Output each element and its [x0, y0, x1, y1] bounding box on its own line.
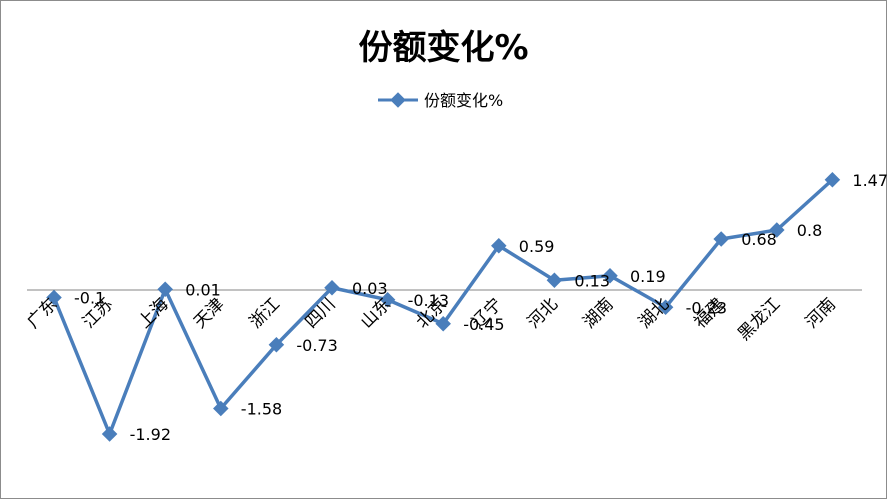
x-tick-label: 湖北 [635, 294, 673, 332]
data-label: -0.45 [463, 315, 504, 334]
data-label: 0.19 [630, 267, 666, 286]
data-point [101, 426, 118, 442]
data-point [824, 171, 841, 188]
data-label: 0.01 [185, 280, 221, 299]
data-label: -1.58 [241, 400, 282, 419]
data-label: 0.8 [797, 221, 822, 240]
legend-label: 份额变化% [424, 91, 503, 110]
x-tick-label: 河北 [524, 294, 562, 332]
data-label: -0.73 [296, 336, 337, 355]
x-tick-label: 湖南 [579, 294, 617, 332]
data-label: 0.59 [519, 237, 555, 256]
data-label: -0.23 [686, 298, 727, 317]
data-label: -0.1 [74, 289, 105, 308]
x-tick-label: 上海 [135, 294, 173, 332]
data-point [213, 400, 229, 417]
data-point [546, 272, 563, 289]
x-tick-label: 河南 [802, 294, 840, 332]
data-label: 1.47 [852, 171, 887, 190]
data-label: 0.13 [574, 271, 610, 290]
data-label: -1.92 [130, 425, 171, 444]
x-tick-label: 四川 [301, 294, 339, 332]
x-tick-label: 天津 [190, 294, 228, 332]
data-point [491, 237, 507, 254]
data-label: 0.03 [352, 279, 388, 298]
legend: 份额变化% [378, 91, 503, 110]
data-point [713, 231, 729, 247]
data-point [157, 281, 173, 298]
x-tick-label: 黑龙江 [734, 294, 784, 344]
x-tick-label: 浙江 [246, 294, 284, 332]
data-point [769, 222, 785, 238]
data-label: -0.13 [408, 291, 449, 310]
chart-title: 份额变化% [358, 28, 529, 68]
legend-marker [390, 92, 406, 108]
data-label: 0.68 [741, 230, 777, 249]
